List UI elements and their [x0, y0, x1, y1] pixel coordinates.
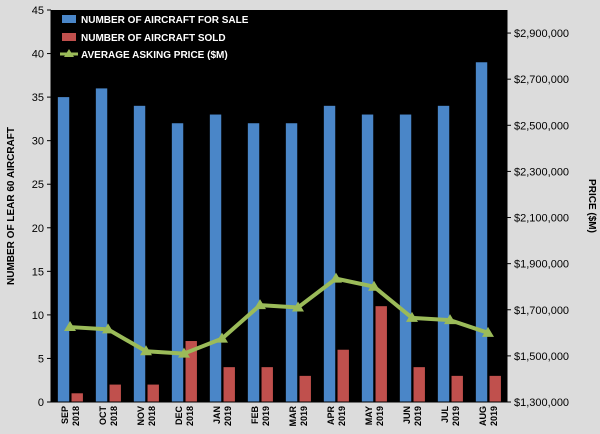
x-tick-label: JAN2019 [212, 406, 233, 426]
price-marker [444, 314, 456, 325]
bar-sold [185, 341, 197, 402]
left-tick-label: 0 [38, 397, 44, 409]
x-tick-label: FEB2019 [250, 405, 271, 426]
x-tick-label: OCT2018 [98, 406, 119, 427]
bar-for-sale [171, 123, 184, 402]
right-tick-label: $2,100,000 [514, 213, 569, 225]
legend: NUMBER OF AIRCRAFT FOR SALE NUMBER OF AIR… [60, 15, 249, 61]
bar-for-sale [475, 62, 488, 403]
price-marker [64, 321, 76, 332]
x-tick-label: MAY2019 [364, 406, 385, 426]
left-tick-label: 5 [38, 353, 44, 365]
svg-text:DEC2018: DEC2018 [174, 406, 195, 427]
bar-for-sale [209, 114, 222, 403]
bar-sold [223, 367, 235, 402]
bar-for-sale [437, 105, 450, 403]
price-marker [216, 332, 228, 343]
x-tick-label: JUN2019 [402, 406, 423, 426]
price-line-path [69, 276, 489, 356]
bar-for-sale [323, 105, 336, 403]
x-tick-label: SEP2018 [60, 406, 81, 426]
bar-sold [413, 367, 425, 402]
left-tick-label: 10 [32, 310, 44, 322]
svg-text:JAN2019: JAN2019 [212, 406, 233, 426]
bar-sold [489, 375, 501, 402]
bar-sold [451, 375, 463, 402]
bar-for-sale [95, 88, 108, 403]
x-axis: SEP2018 OCT2018 NOV2018 DEC2018 JAN2019 FEB20… [51, 401, 507, 427]
x-tick-label: AUG2019 [478, 406, 499, 426]
bar-sold [375, 306, 387, 402]
bar-for-sale [285, 123, 298, 402]
right-tick-label: $1,900,000 [514, 259, 569, 271]
bar-sold [337, 349, 349, 402]
right-tick-label: $1,300,000 [514, 397, 569, 409]
svg-text:AUG2019: AUG2019 [478, 406, 499, 426]
svg-text:FEB2019: FEB2019 [250, 405, 271, 426]
price-line [64, 272, 494, 358]
svg-text:JUN2019: JUN2019 [402, 406, 423, 426]
x-tick-label: MAR2019 [288, 406, 309, 427]
left-tick-label: 40 [32, 49, 44, 61]
bar-sold [71, 393, 83, 402]
right-tick-label: $2,700,000 [514, 74, 569, 86]
bar-for-sale [133, 105, 146, 403]
right-axis: $1,300,000 $1,500,000 $1,700,000 $1,900,000… [506, 10, 569, 409]
legend-label: NUMBER OF AIRCRAFT FOR SALE [81, 15, 249, 26]
price-marker [178, 347, 190, 358]
bar-for-sale [361, 114, 374, 403]
svg-text:SEP2018: SEP2018 [60, 406, 81, 426]
price-marker [140, 345, 152, 356]
bar-for-sale [399, 114, 412, 403]
y-axis-title: NUMBER OF LEAR 60 AIRCRAFT [6, 127, 17, 285]
bar-sold [147, 384, 159, 402]
svg-text:APR2019: APR2019 [326, 406, 347, 427]
legend-swatch [62, 33, 76, 41]
svg-text:JUL2019: JUL2019 [440, 406, 461, 427]
left-tick-label: 45 [32, 5, 44, 17]
price-marker [292, 301, 304, 312]
price-marker [368, 280, 380, 291]
right-tick-label: $1,700,000 [514, 305, 569, 317]
x-tick-label: DEC2018 [174, 406, 195, 427]
price-marker [330, 272, 342, 283]
price-marker [482, 326, 494, 337]
bar-for-sale [247, 123, 260, 402]
bar-for-sale [57, 97, 70, 402]
legend-swatch [62, 15, 76, 23]
bar-sold [109, 384, 121, 402]
right-tick-label: $2,300,000 [514, 166, 569, 178]
left-tick-label: 25 [32, 179, 44, 191]
plot-area [51, 10, 507, 402]
left-tick-label: 20 [32, 223, 44, 235]
x-tick-label: NOV2018 [136, 406, 157, 426]
left-axis: 0 5 10 15 20 25 30 35 40 45 [32, 5, 52, 409]
bars [57, 62, 501, 403]
svg-text:NOV2018: NOV2018 [136, 406, 157, 426]
legend-label: NUMBER OF AIRCRAFT SOLD [81, 33, 226, 44]
left-tick-label: 35 [32, 92, 44, 104]
y2-axis-title: PRICE ($M) [586, 179, 597, 233]
left-tick-label: 15 [32, 266, 44, 278]
right-tick-label: $2,500,000 [514, 120, 569, 132]
legend-label: AVERAGE ASKING PRICE ($M) [81, 50, 228, 61]
svg-text:MAR2019: MAR2019 [288, 406, 309, 427]
right-tick-label: $1,500,000 [514, 351, 569, 363]
left-tick-label: 30 [32, 136, 44, 148]
x-tick-label: JUL2019 [440, 406, 461, 427]
x-tick-label: APR2019 [326, 406, 347, 427]
price-marker [254, 299, 266, 310]
bar-sold [299, 375, 311, 402]
right-tick-label: $2,900,000 [514, 28, 569, 40]
bar-sold [261, 367, 273, 402]
svg-text:OCT2018: OCT2018 [98, 406, 119, 427]
legend-marker [64, 49, 74, 57]
price-marker [406, 311, 418, 322]
svg-text:MAY2019: MAY2019 [364, 406, 385, 426]
price-marker [102, 323, 114, 334]
